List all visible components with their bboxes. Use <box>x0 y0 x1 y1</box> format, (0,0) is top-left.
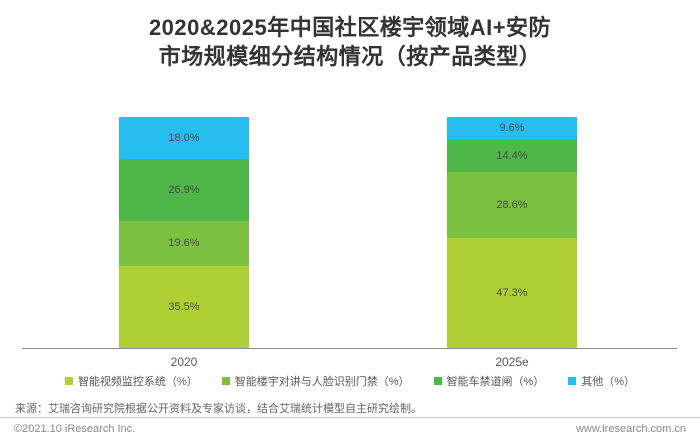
legend-label: 智能楼宇对讲与人脸识别门禁（%） <box>234 376 410 388</box>
bar-segment: 9.6% <box>447 117 577 140</box>
bar-segment: 18.0% <box>119 117 249 159</box>
segment-value-label: 18.0% <box>168 131 200 144</box>
legend-label: 智能车禁道闸（%） <box>446 376 545 388</box>
legend-item: 智能楼宇对讲与人脸识别门禁（%） <box>221 373 410 389</box>
bar-segment: 26.9% <box>119 158 249 221</box>
chart-title-line1: 2020&2025年中国社区楼宇领域AI+安防 <box>148 15 552 40</box>
legend-swatch-icon <box>568 377 577 385</box>
legend-swatch-icon <box>64 377 73 385</box>
legend-item: 智能视频监控系统（%） <box>64 373 198 389</box>
segment-value-label: 9.6% <box>499 122 525 135</box>
legend-label: 智能视频监控系统（%） <box>77 376 198 388</box>
segment-value-label: 19.6% <box>168 237 200 250</box>
legend-label: 其他（%） <box>581 376 636 388</box>
legend: 智能视频监控系统（%） 智能楼宇对讲与人脸识别门禁（%） 智能车禁道闸（%） 其他（%… <box>0 373 700 389</box>
copyright-text: ©2021.10 iResearch Inc. <box>14 423 136 435</box>
website-text: www.iresearch.com.cn <box>575 423 686 435</box>
x-axis-label-2020: 2020 <box>170 355 198 369</box>
x-axis-line <box>22 348 677 349</box>
stacked-bar-2025e: 9.6% 14.4% 28.6% 47.3% <box>447 117 577 348</box>
bar-segment: 14.4% <box>447 139 577 173</box>
source-note: 来源：艾瑞咨询研究院根据公开资料及专家访谈，结合艾瑞统计模型自主研究绘制。 <box>15 403 422 415</box>
legend-swatch-icon <box>221 377 230 385</box>
segment-value-label: 14.4% <box>496 149 528 162</box>
legend-item: 其他（%） <box>568 373 635 389</box>
stacked-bar-2020: 18.0% 26.9% 19.6% 35.5% <box>119 117 249 348</box>
bar-segment: 35.5% <box>119 265 249 348</box>
segment-value-label: 47.3% <box>496 287 528 300</box>
segment-value-label: 28.6% <box>496 199 528 212</box>
x-axis-label-2025e: 2025e <box>495 355 529 369</box>
legend-swatch-icon <box>433 377 442 385</box>
chart-title: 2020&2025年中国社区楼宇领域AI+安防 市场规模细分结构情况（按产品类型… <box>0 13 700 71</box>
stacked-bar-chart: 18.0% 26.9% 19.6% 35.5% 2020 9.6% 14.4% 28.6% 47… <box>0 117 700 369</box>
legend-item: 智能车禁道闸（%） <box>433 373 545 389</box>
segment-value-label: 26.9% <box>168 183 200 196</box>
chart-title-line2: 市场规模细分结构情况（按产品类型） <box>158 44 542 69</box>
footer: ©2021.10 iResearch Inc. www.iresearch.co… <box>0 417 700 440</box>
bar-segment: 28.6% <box>447 172 577 239</box>
bar-segment: 19.6% <box>119 220 249 266</box>
bar-segment: 47.3% <box>447 238 577 348</box>
segment-value-label: 35.5% <box>168 300 200 313</box>
